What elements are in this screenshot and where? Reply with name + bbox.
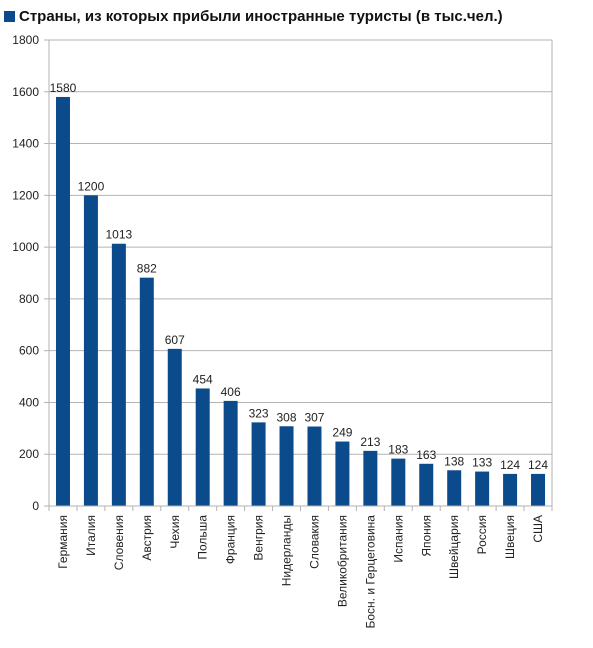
bar	[279, 426, 294, 506]
bar	[447, 470, 462, 506]
value-label: 454	[193, 372, 213, 386]
y-tick-label: 1400	[12, 137, 39, 151]
value-label: 124	[500, 458, 520, 472]
value-label: 213	[360, 435, 380, 449]
legend-swatch	[4, 10, 15, 22]
category-label: Испания	[391, 515, 405, 563]
bar	[55, 96, 70, 506]
bar	[475, 471, 490, 506]
bar	[335, 441, 350, 506]
value-label: 607	[165, 333, 185, 347]
value-label: 406	[221, 385, 241, 399]
y-tick-label: 400	[19, 395, 39, 409]
chart-title: Страны, из которых прибыли иностранные т…	[19, 7, 503, 25]
bar	[531, 473, 546, 506]
category-label: Великобритания	[335, 515, 349, 607]
chart-legend: Страны, из которых прибыли иностранные т…	[4, 6, 503, 26]
value-labels: 1580 1200 1013 882 607 454 406 323 308 307 249 213 1…	[50, 81, 549, 472]
category-label: Германия	[56, 515, 70, 569]
bar	[83, 195, 98, 507]
y-tick-label: 1200	[12, 188, 39, 202]
value-label: 308	[277, 410, 297, 424]
bar	[419, 463, 434, 506]
value-label: 249	[332, 426, 352, 440]
category-label: Польша	[196, 515, 210, 560]
y-tick-label: 0	[32, 499, 39, 513]
bar	[391, 458, 406, 506]
category-label: Венгрия	[252, 515, 266, 561]
y-tick-label: 1000	[12, 240, 39, 254]
bar	[363, 450, 378, 506]
value-label: 1200	[78, 179, 105, 193]
category-label: Босн. и Герцеговина	[363, 515, 377, 629]
bar	[167, 348, 182, 506]
value-label: 138	[444, 454, 464, 468]
axes	[48, 40, 553, 511]
value-label: 1580	[50, 81, 77, 95]
bar	[251, 422, 266, 506]
value-label: 882	[137, 262, 157, 276]
value-label: 133	[472, 456, 492, 470]
value-label: 124	[528, 458, 548, 472]
y-tick-label: 600	[19, 344, 39, 358]
bar	[503, 473, 518, 506]
value-label: 183	[388, 443, 408, 457]
category-label: Нидерланды	[280, 515, 294, 586]
y-axis-ticks: 0 200 400 600 800 1000 1200 1400 1600 1800	[12, 33, 49, 513]
category-label: Швейцария	[447, 515, 461, 579]
bar	[307, 426, 322, 506]
value-label: 1013	[106, 228, 133, 242]
bar	[111, 243, 126, 507]
category-label: Италия	[84, 515, 98, 556]
y-tick-label: 1800	[12, 33, 39, 47]
value-label: 323	[249, 406, 269, 420]
category-label: Австрия	[140, 515, 154, 561]
category-label: Франция	[224, 515, 238, 564]
value-label: 163	[416, 448, 436, 462]
category-labels: Германия Италия Словения Австрия Чехия Польша…	[56, 515, 545, 629]
y-tick-label: 800	[19, 292, 39, 306]
category-label: Чехия	[168, 515, 182, 549]
category-label: Швеция	[503, 515, 517, 559]
category-label: Словения	[112, 515, 126, 570]
bar	[139, 277, 154, 506]
category-label: Россия	[475, 515, 489, 554]
category-label: США	[531, 515, 545, 543]
bar	[195, 388, 210, 506]
bars	[55, 96, 546, 507]
category-label: Япония	[419, 515, 433, 557]
y-tick-label: 1600	[12, 85, 39, 99]
bar	[223, 400, 238, 506]
category-label: Словакия	[307, 515, 321, 569]
y-tick-label: 200	[19, 447, 39, 461]
value-label: 307	[304, 411, 324, 425]
